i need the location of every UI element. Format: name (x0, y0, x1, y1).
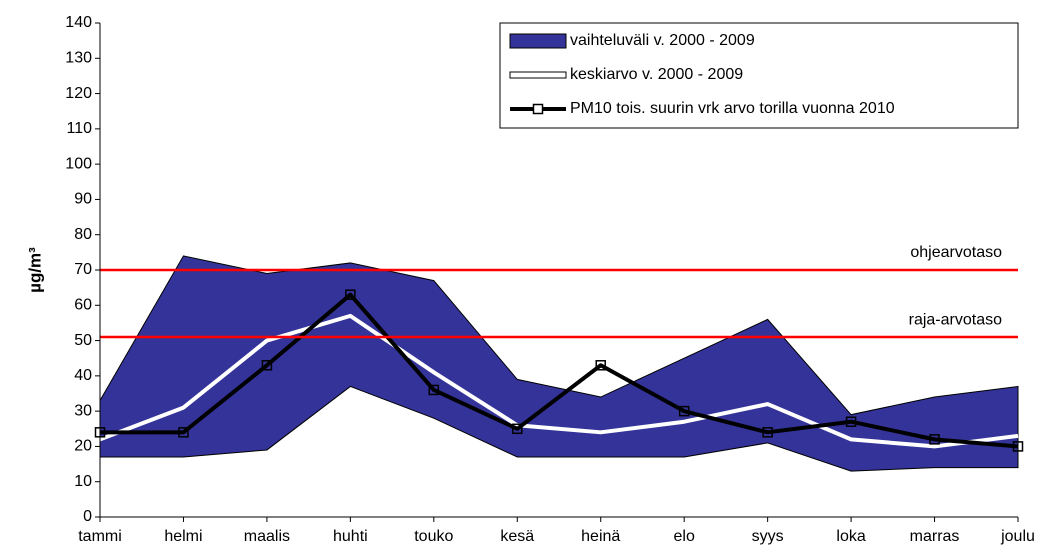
y-tick-label: 120 (65, 85, 92, 102)
marker (178, 427, 189, 438)
x-tick-label: heinä (581, 528, 620, 545)
series-line (99, 313, 1019, 449)
x-tick-label: syys (752, 528, 784, 545)
y-tick-label: 70 (74, 261, 92, 278)
x-tick-label: loka (836, 528, 865, 545)
series-line (100, 292, 1019, 449)
y-tick-label: 60 (74, 297, 92, 314)
marker (1012, 441, 1024, 452)
legend-marker (532, 103, 544, 115)
marker (845, 416, 857, 427)
marker (428, 384, 440, 396)
reference-label: ohjearvotaso (910, 244, 1002, 261)
x-tick-label: marras (910, 528, 960, 545)
x-tick-label: kesä (500, 528, 534, 545)
y-tick-label: 90 (74, 191, 92, 208)
y-tick-label: 110 (66, 120, 92, 137)
x-tick-label: touko (414, 528, 453, 545)
y-axis-label: µg/m³ (25, 247, 44, 293)
legend-label: PM10 tois. suurin vrk arvo torilla vuonn… (570, 100, 895, 117)
marker (512, 423, 523, 435)
x-tick-label: huhti (333, 528, 368, 545)
y-tick-label: 100 (65, 155, 92, 172)
marker (678, 405, 690, 417)
range-area (99, 255, 1019, 472)
x-tick-label: tammi (78, 528, 122, 545)
y-tick-label: 20 (74, 438, 92, 455)
y-tick-label: 50 (74, 332, 92, 349)
legend-label: vaihteluväli v. 2000 - 2009 (570, 32, 755, 49)
x-tick-label: maalis (244, 528, 290, 545)
y-tick-label: 10 (74, 473, 92, 490)
marker (345, 289, 356, 300)
y-tick-label: 130 (65, 50, 92, 67)
x-tick-label: joulu (1000, 528, 1035, 545)
legend-swatch (509, 71, 567, 79)
y-tick-label: 80 (74, 226, 92, 243)
legend-box (499, 22, 1019, 129)
x-tick-label: elo (674, 528, 695, 545)
y-tick-label: 0 (83, 508, 92, 525)
y-tick-label: 30 (74, 402, 92, 419)
y-tick-label: 140 (65, 14, 92, 31)
x-tick-label: helmi (164, 528, 202, 545)
marker (762, 427, 773, 438)
marker (261, 360, 273, 371)
reference-label: raja-arvotaso (909, 311, 1002, 328)
legend-label: keskiarvo v. 2000 - 2009 (570, 66, 743, 83)
marker (595, 360, 606, 371)
marker (929, 434, 940, 445)
legend-swatch (509, 33, 567, 49)
y-tick-label: 40 (74, 367, 92, 384)
